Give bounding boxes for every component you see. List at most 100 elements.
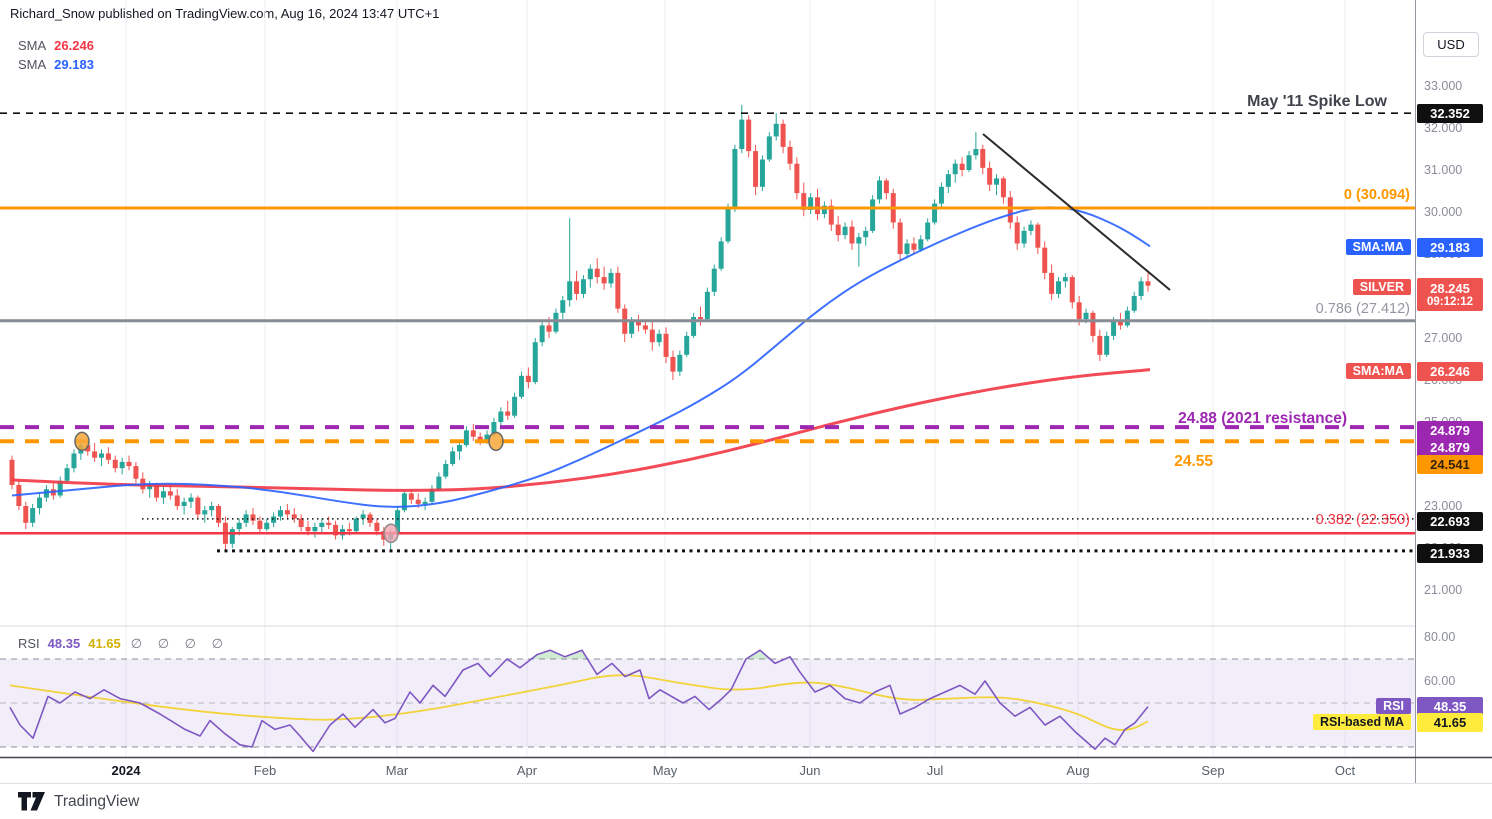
rsi-legend-row[interactable]: RSI 48.35 41.65 ∅ ∅ ∅ ∅ — [18, 636, 229, 652]
price-badge-28.245-value-badge[interactable]: 28.245 09:12:12 — [1417, 278, 1483, 311]
candle-body — [636, 321, 642, 326]
currency-button[interactable]: USD — [1423, 32, 1479, 57]
candle-body — [85, 445, 91, 452]
price-badge-24.879-value-badge[interactable]: 24.879 — [1417, 437, 1483, 457]
candle-body — [932, 203, 938, 223]
candle-body — [401, 493, 407, 511]
candle-body — [904, 243, 910, 254]
candle-body — [312, 527, 318, 532]
price-badge-26.246-label[interactable]: SMA:MA — [1345, 363, 1411, 379]
sma2-value: 29.183 — [54, 57, 94, 72]
candle-body — [642, 325, 648, 330]
price-badge-29.183-value-badge[interactable]: 29.183 — [1417, 237, 1483, 257]
circle-marker[interactable] — [488, 431, 504, 452]
candle-body — [773, 123, 779, 137]
candle-body — [876, 180, 882, 200]
candle-body — [746, 119, 752, 152]
annotation-text: 0 (30.094) — [1344, 187, 1410, 203]
candle-body — [629, 321, 635, 334]
rsi-label: RSI — [18, 636, 40, 651]
price-badge-24.879-value-badge[interactable]: 24.879 — [1417, 420, 1483, 440]
time-axis-label-Oct: Oct — [1334, 763, 1356, 778]
candle-body — [257, 520, 263, 530]
candle-body — [649, 329, 655, 343]
rsi-badge-48.35-label[interactable]: RSI — [1376, 698, 1411, 714]
candle-body — [71, 453, 77, 469]
circle-marker[interactable] — [74, 431, 90, 452]
candle-body — [532, 342, 538, 383]
circle-marker[interactable] — [383, 523, 399, 544]
candle-body — [594, 268, 600, 278]
candle-body — [298, 518, 304, 527]
candle-body — [319, 522, 325, 527]
price-tick-label: 27.000 — [1424, 331, 1463, 345]
candle-body — [856, 237, 862, 244]
candle-body — [498, 411, 504, 422]
candle-body — [677, 354, 683, 372]
price-badge-29.183-label[interactable]: SMA:MA — [1345, 239, 1411, 255]
candle-body — [1028, 224, 1034, 231]
sma-legend-row-1[interactable]: SMA 26.246 — [18, 36, 94, 55]
candle-body — [291, 514, 297, 519]
candle-body — [188, 497, 194, 502]
candle-body — [684, 335, 690, 355]
candle-body — [656, 333, 662, 343]
chart-plot-area[interactable]: May '11 Spike Low 0 (30.094) 0.786 (27.412… — [0, 0, 1492, 792]
candle-body — [759, 159, 765, 187]
candle-body — [1124, 310, 1130, 326]
candle-body — [615, 272, 621, 309]
time-axis-label-Apr: Apr — [516, 763, 538, 778]
candle-body — [1083, 312, 1089, 320]
price-tick-label: 23.000 — [1424, 499, 1463, 513]
candle-body — [794, 163, 800, 194]
candle-body — [1090, 312, 1096, 336]
candle-body — [216, 506, 222, 523]
sma-legend-row-2[interactable]: SMA 29.183 — [18, 55, 94, 74]
candle-body — [1007, 197, 1013, 223]
price-badge-24.541-value-badge[interactable]: 24.541 — [1417, 454, 1483, 474]
candle-body — [911, 243, 917, 250]
candle-body — [821, 205, 827, 215]
candle-body — [1117, 321, 1123, 326]
descending-trendline[interactable] — [982, 133, 1171, 291]
rsi-badge-41.65-label[interactable]: RSI-based MA — [1312, 714, 1411, 730]
candle-body — [560, 300, 566, 313]
candle-body — [1111, 321, 1117, 336]
annotation-text: 0.382 (22.350) — [1316, 512, 1410, 528]
candle-body — [477, 436, 483, 441]
candle-body — [1131, 296, 1137, 311]
rsi-badge-41.65-value-badge[interactable]: 41.65 — [1417, 712, 1483, 732]
price-tick-label: 21.000 — [1424, 583, 1463, 597]
candle-body — [429, 489, 435, 502]
rsi-tick-label: 80.00 — [1424, 630, 1456, 644]
annotation-text: 24.55 — [1174, 453, 1213, 470]
candle-body — [505, 411, 511, 416]
annotation-text: May '11 Spike Low — [1247, 93, 1387, 110]
candle-body — [119, 461, 125, 469]
rsi-badge-48.35-value-badge[interactable]: 48.35 — [1417, 696, 1483, 716]
candle-body — [925, 222, 931, 240]
price-badge-22.693-value-badge[interactable]: 22.693 — [1417, 511, 1483, 531]
candle-body — [105, 453, 111, 460]
time-axis-label-Jul: Jul — [926, 763, 944, 778]
indicator-legend: SMA 26.246 SMA 29.183 — [18, 36, 94, 74]
candle-body — [395, 510, 401, 534]
candle-body — [863, 230, 869, 238]
candle-body — [835, 224, 841, 236]
candle-body — [1042, 247, 1048, 273]
price-badge-21.933-value-badge[interactable]: 21.933 — [1417, 543, 1483, 563]
candle-body — [243, 514, 249, 523]
candle-body — [780, 123, 786, 147]
price-badge-28.245-label[interactable]: SILVER — [1352, 279, 1411, 295]
candle-body — [918, 239, 924, 250]
time-axis-label-Sep: Sep — [1201, 763, 1225, 778]
sma1-label: SMA — [18, 38, 47, 53]
sma-red-line — [11, 368, 1151, 492]
candle-body — [1000, 178, 1006, 198]
candle-body — [367, 514, 373, 523]
price-badge-32.352-value-badge[interactable]: 32.352 — [1417, 103, 1483, 123]
price-badge-26.246-value-badge[interactable]: 26.246 — [1417, 361, 1483, 381]
candle-body — [415, 499, 421, 504]
candle-body — [326, 522, 332, 525]
candle-body — [346, 529, 352, 532]
